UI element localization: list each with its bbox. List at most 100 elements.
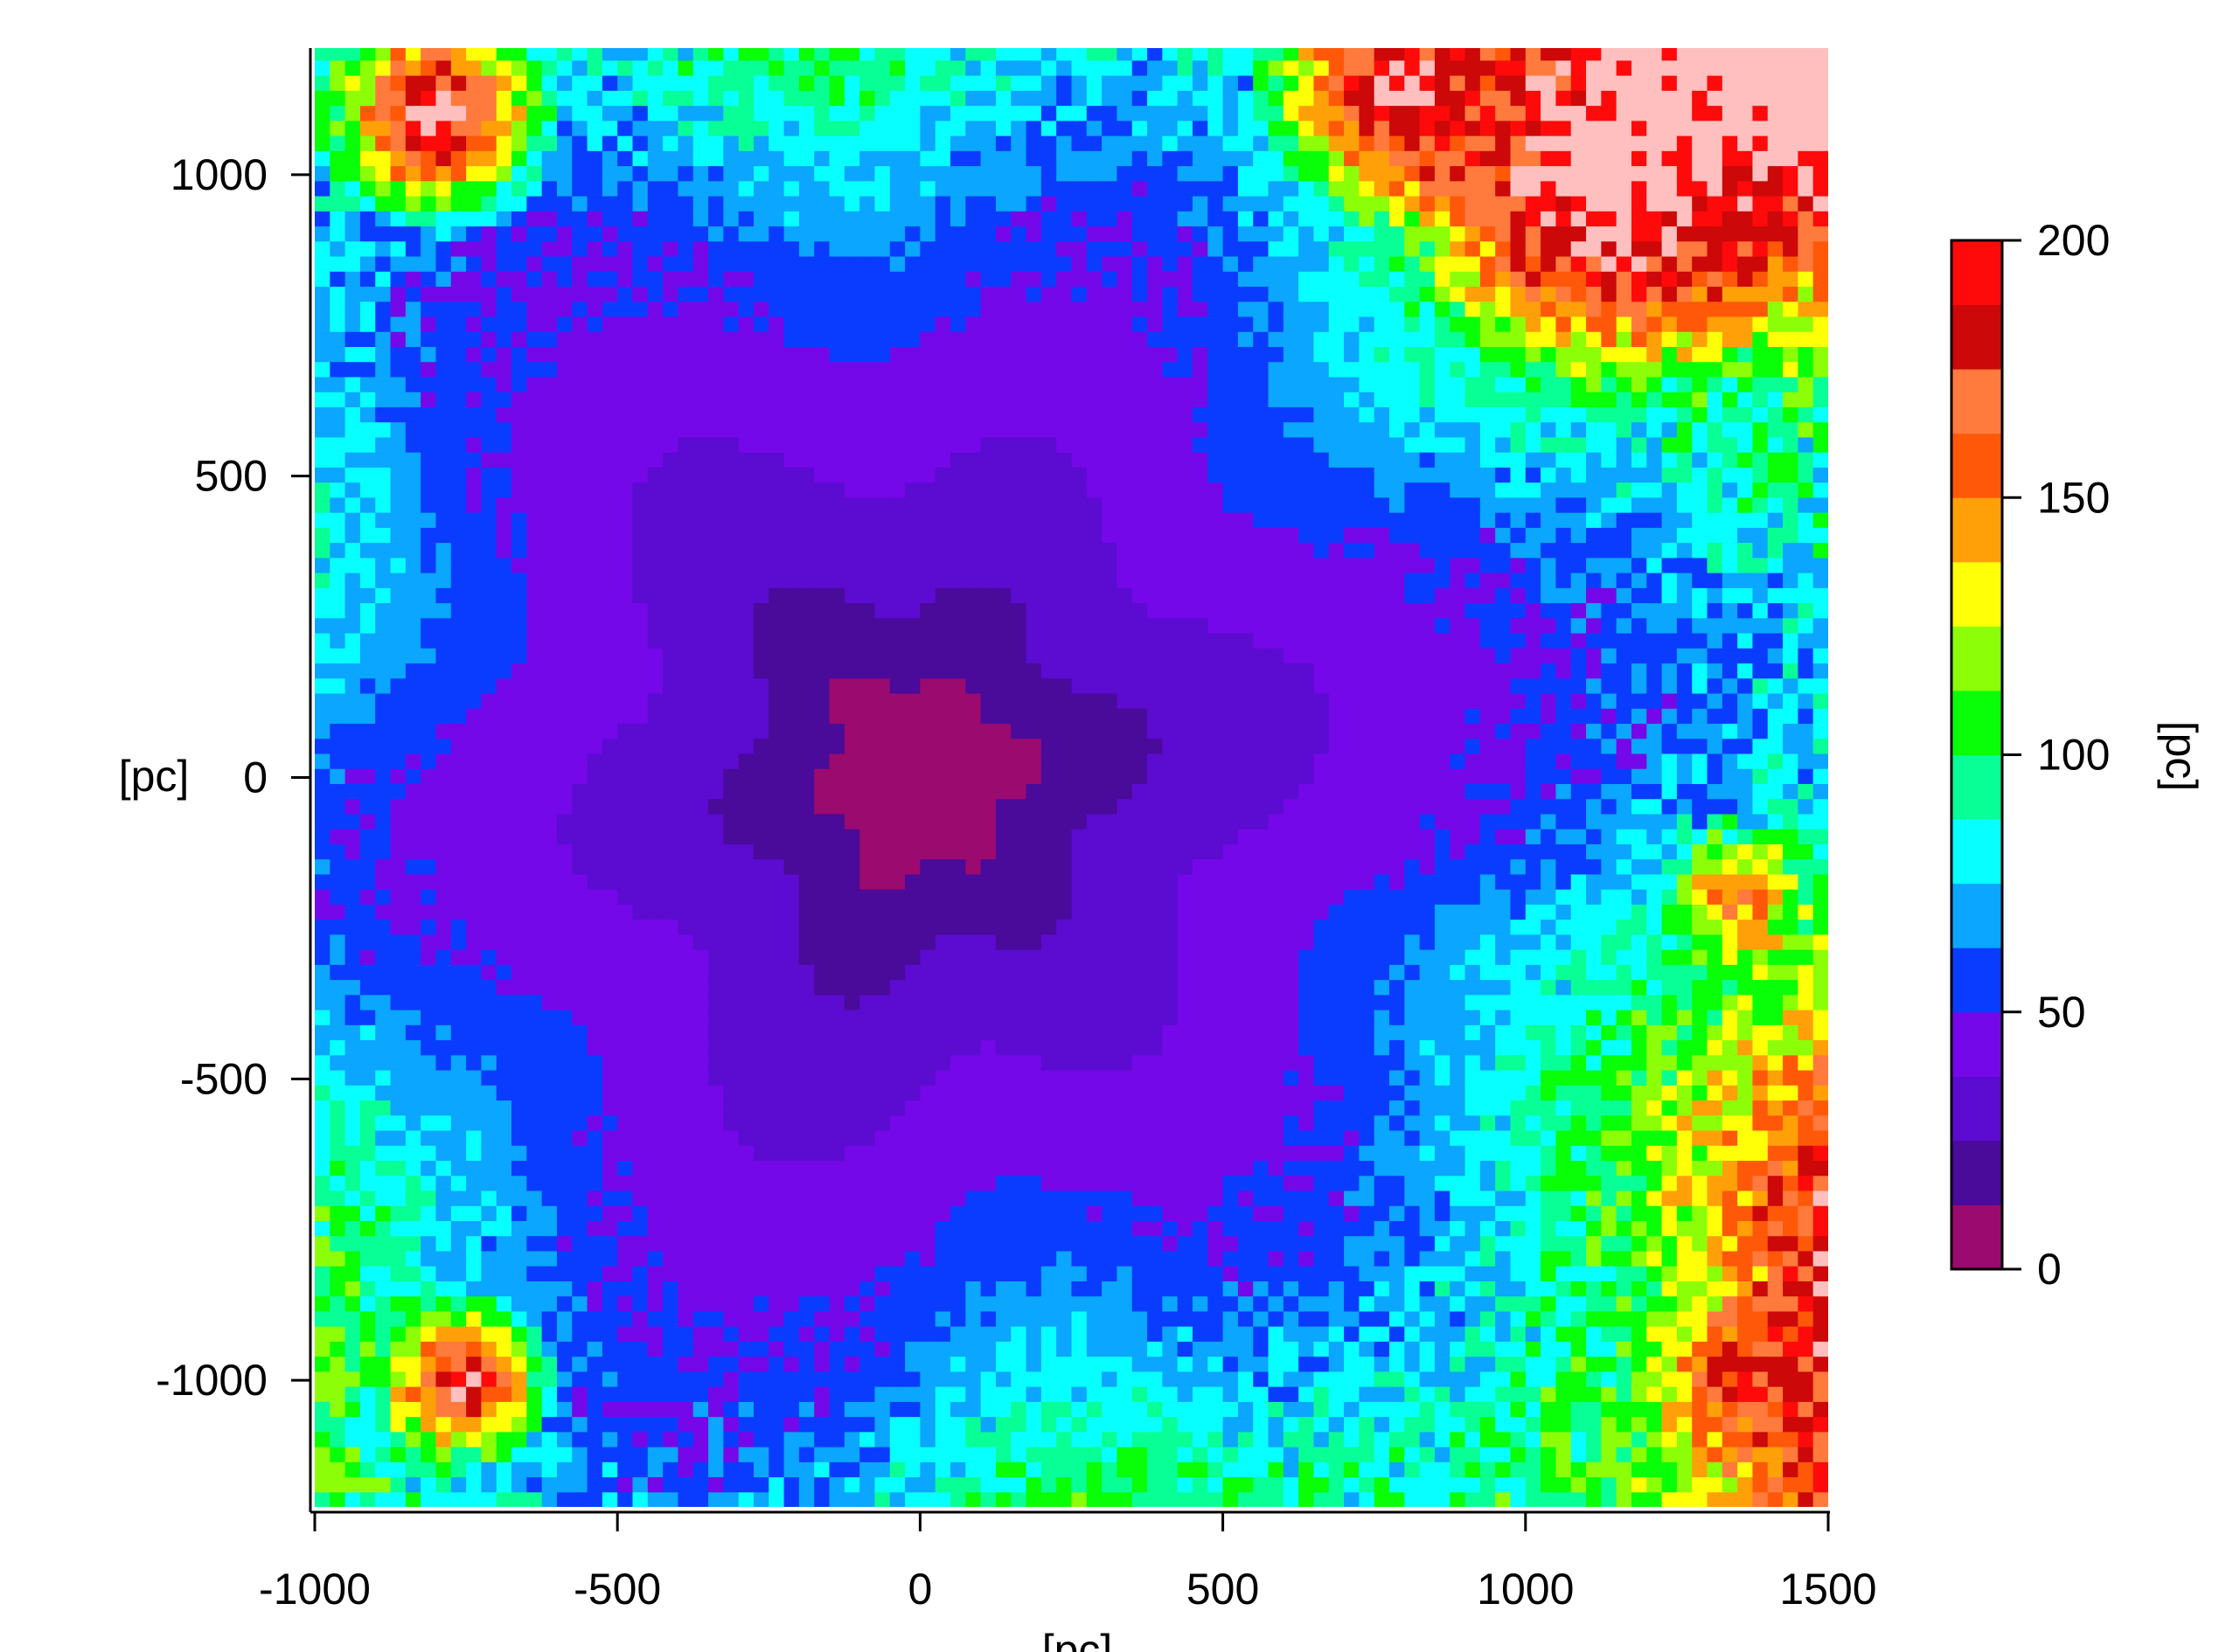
heatmap-cell [526, 271, 543, 288]
heatmap-cell [920, 1235, 936, 1252]
heatmap-cell [935, 180, 951, 197]
heatmap-cell [995, 617, 1012, 634]
heatmap-cell [678, 1054, 694, 1071]
heatmap-cell [450, 587, 467, 604]
heatmap-cell [844, 934, 860, 950]
heatmap-cell [829, 1085, 845, 1101]
heatmap-cell [330, 708, 346, 725]
heatmap-cell [390, 406, 407, 423]
heatmap-cell [647, 1281, 664, 1297]
heatmap-cell [965, 1085, 982, 1101]
heatmap-cell [859, 527, 876, 544]
heatmap-cell [587, 934, 603, 950]
heatmap-cell [708, 1069, 724, 1086]
heatmap-cell [678, 692, 694, 709]
heatmap-cell [798, 331, 815, 347]
heatmap-cell [359, 587, 376, 604]
heatmap-cell [1026, 587, 1042, 604]
heatmap-cell [572, 708, 588, 725]
heatmap-cell [405, 271, 421, 288]
heatmap-cell [526, 376, 543, 392]
heatmap-cell [359, 255, 376, 272]
heatmap-cell [315, 255, 330, 272]
heatmap-cell [496, 331, 512, 347]
heatmap-cell [602, 316, 618, 332]
heatmap-cell [814, 904, 831, 920]
heatmap-cell [783, 979, 800, 996]
heatmap-cell [587, 527, 603, 544]
heatmap-cell [708, 1010, 724, 1025]
heatmap-cell [905, 829, 921, 844]
heatmap-cell [481, 1114, 497, 1131]
heatmap-cell [511, 573, 527, 588]
heatmap-cell [935, 512, 951, 528]
heatmap-cell [874, 677, 891, 694]
heatmap-cell [889, 663, 906, 679]
heatmap-cell [375, 1205, 392, 1222]
heatmap-cell [844, 768, 860, 784]
heatmap-cell [602, 1326, 618, 1342]
heatmap-cell [1056, 708, 1073, 725]
heatmap-cell [617, 1205, 634, 1222]
heatmap-cell [844, 1129, 860, 1146]
heatmap-cell [920, 436, 936, 453]
heatmap-cell [798, 602, 815, 619]
heatmap-cell [874, 150, 891, 167]
heatmap-cell [829, 482, 845, 498]
heatmap-cell [950, 573, 966, 588]
heatmap-cell [330, 1341, 346, 1357]
heatmap-cell [829, 979, 845, 996]
heatmap-cell [1071, 934, 1088, 950]
heatmap-cell [315, 271, 330, 288]
heatmap-cell [723, 632, 740, 649]
heatmap-cell [556, 1326, 573, 1342]
heatmap-cell [769, 632, 785, 649]
heatmap-cell [1071, 482, 1088, 498]
heatmap-cell [541, 858, 558, 875]
heatmap-cell [708, 723, 724, 739]
heatmap-cell [330, 301, 346, 317]
heatmap-cell [965, 1416, 982, 1433]
heatmap-cell [663, 1416, 679, 1433]
heatmap-cell [602, 421, 618, 438]
heatmap-cell [541, 135, 558, 151]
heatmap-cell [572, 1069, 588, 1086]
heatmap-cell [874, 1024, 891, 1041]
heatmap-cell [950, 361, 966, 378]
heatmap-cell [663, 512, 679, 528]
heatmap-cell [920, 1447, 936, 1462]
heatmap-cell [602, 783, 618, 800]
heatmap-cell [421, 150, 437, 167]
heatmap-cell [572, 889, 588, 905]
heatmap-cell [511, 843, 527, 860]
heatmap-cell [678, 406, 694, 423]
heatmap-cell [390, 798, 407, 815]
heatmap-cell [405, 482, 421, 498]
heatmap-cell [1040, 331, 1057, 347]
heatmap-cell [359, 542, 376, 559]
heatmap-cell [798, 286, 815, 302]
heatmap-cell [556, 1447, 573, 1462]
heatmap-cell [708, 406, 724, 423]
heatmap-cell [405, 105, 421, 121]
heatmap-cell [663, 1401, 679, 1418]
heatmap-cell [435, 573, 452, 588]
heatmap-cell [859, 723, 876, 739]
heatmap-cell [980, 406, 997, 423]
heatmap-cell [814, 286, 831, 302]
heatmap-cell [344, 1341, 361, 1357]
heatmap-cell [753, 829, 769, 844]
heatmap-cell [450, 889, 467, 905]
heatmap-cell [753, 105, 769, 121]
heatmap-cell [874, 617, 891, 634]
heatmap-cell [935, 934, 951, 950]
heatmap-cell [1071, 542, 1088, 559]
heatmap-cell [511, 331, 527, 347]
heatmap-cell [496, 1145, 512, 1162]
heatmap-cell [678, 271, 694, 288]
heatmap-cell [344, 573, 361, 588]
heatmap-cell [663, 1235, 679, 1252]
heatmap-cell [526, 1114, 543, 1131]
heatmap-cell [632, 723, 649, 739]
heatmap-cell [450, 677, 467, 694]
